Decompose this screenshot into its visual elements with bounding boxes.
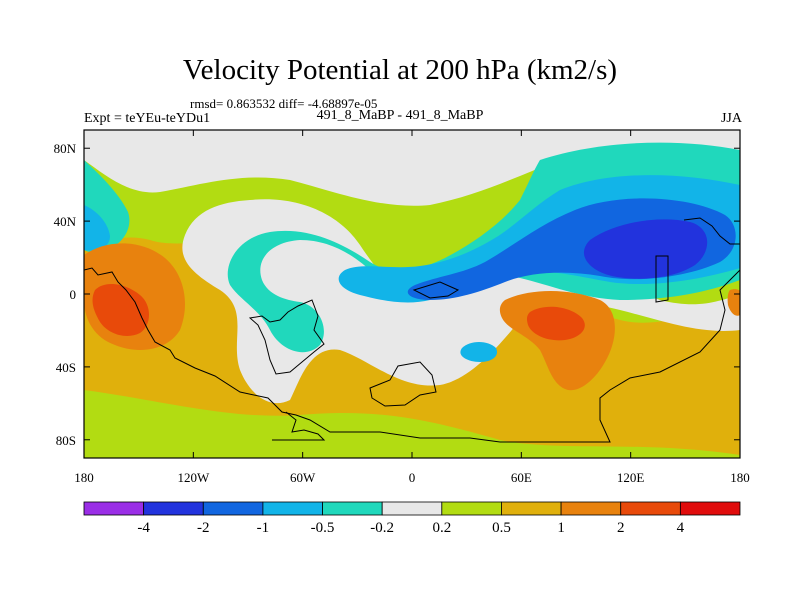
field-west-moderate-negative	[84, 205, 110, 251]
field-atlantic-neutral	[182, 199, 740, 404]
x-tick-label: 180	[730, 470, 750, 485]
experiment-label: Expt = teYEu-teYDu1	[84, 111, 211, 126]
colorbar-swatch	[202, 501, 264, 516]
colorbar-swatch	[620, 501, 681, 516]
x-tick-label: 180	[74, 470, 94, 485]
x-tick-label: 0	[408, 470, 416, 485]
colorbar-swatch	[262, 501, 323, 516]
y-tick-label: 0	[69, 287, 77, 302]
y-tick-label: 40S	[55, 359, 76, 375]
colorbar-label: -1	[256, 520, 270, 536]
colorbar-swatch	[143, 501, 204, 516]
field-east-positive	[727, 289, 740, 316]
field-southern-weak-positive	[84, 390, 740, 458]
colorbar	[83, 501, 741, 516]
colorbar-swatch	[501, 501, 562, 516]
colorbar-swatch	[322, 501, 383, 516]
colorbar-label: 0.5	[492, 520, 511, 536]
colorbar-label: -0.2	[370, 520, 395, 536]
field-small-negative-patch	[460, 342, 498, 362]
axis-ticks	[83, 130, 741, 458]
coastlines	[84, 217, 740, 443]
x-tick-label: 60W	[290, 470, 316, 485]
stats-label: rmsd= 0.863532 diff= -4.68897e-05	[190, 96, 378, 111]
field-very-strong-negative	[583, 219, 708, 279]
colorbar-swatch	[560, 501, 622, 516]
colorbar-label: 4	[676, 520, 685, 536]
x-tick-label: 120E	[616, 470, 645, 485]
colorbar-label: 0.2	[432, 520, 452, 536]
x-tick-label: 60E	[510, 470, 532, 485]
colorbar-swatch	[83, 501, 145, 516]
x-tick-label: 120W	[177, 470, 210, 485]
field-north-neutral	[84, 130, 740, 206]
colorbar-label: 1	[557, 520, 565, 536]
colorbar-label: 2	[616, 520, 625, 536]
runs-label: 491_8_MaBP - 491_8_MaBP	[316, 108, 484, 123]
colorbar-swatch	[441, 501, 502, 516]
colorbar-label: -0.5	[310, 520, 335, 536]
contour-field	[84, 130, 740, 458]
season-label: JJA	[720, 111, 742, 126]
y-tick-label: 80N	[53, 141, 76, 157]
colorbar-swatch	[381, 501, 443, 516]
chart-title: Velocity Potential at 200 hPa (km2/s)	[182, 54, 618, 86]
colorbar-label: -4	[137, 520, 150, 536]
field-pacific-positive-2	[92, 283, 149, 336]
field-indian-positive-2	[526, 306, 585, 341]
y-tick-label: 80S	[55, 432, 76, 448]
colorbar-swatch	[679, 501, 741, 516]
colorbar-label: -2	[197, 520, 210, 536]
y-tick-label: 40N	[53, 214, 76, 230]
